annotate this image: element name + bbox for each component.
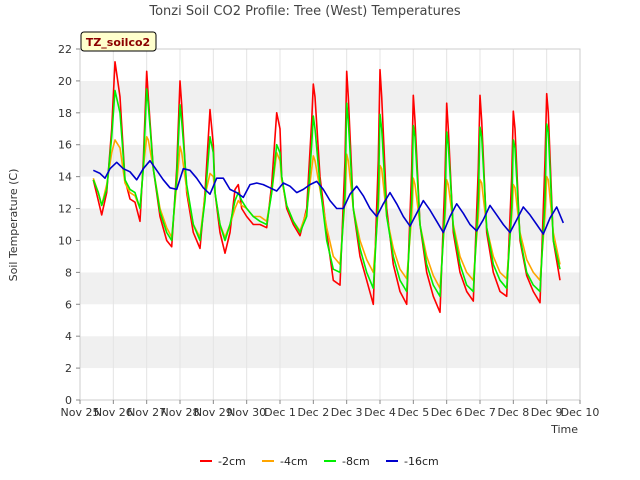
plot-band bbox=[80, 272, 580, 305]
x-tick-label: Dec 8 bbox=[497, 406, 529, 419]
x-tick-label: Dec 5 bbox=[397, 406, 429, 419]
legend: -2cm -4cm -8cm -16cm bbox=[200, 455, 439, 468]
x-axis-label: Time bbox=[550, 423, 578, 436]
legend-label: -2cm bbox=[218, 455, 246, 468]
plot-band bbox=[80, 80, 580, 113]
y-tick-label: 0 bbox=[65, 394, 72, 407]
plot-band bbox=[80, 49, 580, 81]
chart-title: Tonzi Soil CO2 Profile: Tree (West) Temp… bbox=[148, 4, 461, 19]
legend-label: -16cm bbox=[404, 455, 439, 468]
x-tick-label: Dec 10 bbox=[561, 406, 600, 419]
series-lines bbox=[92, 60, 565, 314]
y-tick-label: 22 bbox=[58, 43, 72, 56]
plot-band bbox=[80, 144, 580, 177]
plot-band bbox=[80, 208, 580, 241]
x-tick-label: Dec 1 bbox=[264, 406, 296, 419]
y-tick-label: 10 bbox=[58, 234, 72, 247]
plot-band bbox=[80, 368, 580, 400]
x-tick-label: Nov 29 bbox=[194, 406, 233, 419]
x-tick-label: Dec 6 bbox=[431, 406, 463, 419]
plot-band bbox=[80, 336, 580, 369]
y-axis-label: Soil Temperature (C) bbox=[7, 169, 20, 282]
y-axis: 0 2 4 6 8 10 12 14 16 18 20 22 bbox=[58, 43, 80, 407]
plot-band bbox=[80, 112, 580, 145]
y-tick-label: 8 bbox=[65, 266, 72, 279]
y-tick-label: 12 bbox=[58, 203, 72, 216]
y-tick-label: 18 bbox=[58, 107, 72, 120]
x-tick-label: Dec 3 bbox=[331, 406, 363, 419]
legend-label: -4cm bbox=[280, 455, 308, 468]
plot-band bbox=[80, 176, 580, 209]
y-tick-label: 16 bbox=[58, 139, 72, 152]
plot-bands bbox=[80, 49, 580, 400]
legend-label: -8cm bbox=[342, 455, 370, 468]
series-line-16cm bbox=[92, 159, 565, 235]
x-tick-label: Dec 9 bbox=[531, 406, 563, 419]
x-tick-label: Dec 7 bbox=[464, 406, 496, 419]
y-tick-label: 14 bbox=[58, 171, 72, 184]
y-tick-label: 6 bbox=[65, 298, 72, 311]
logger-label: TZ_soilco2 bbox=[86, 36, 150, 49]
plot-band bbox=[80, 304, 580, 337]
y-tick-label: 20 bbox=[58, 75, 72, 88]
y-tick-label: 2 bbox=[65, 362, 72, 375]
x-tick-label: Nov 27 bbox=[127, 406, 166, 419]
x-tick-label: Nov 30 bbox=[227, 406, 266, 419]
logger-label-box: TZ_soilco2 bbox=[80, 31, 157, 52]
x-tick-label: Dec 4 bbox=[364, 406, 396, 419]
plot-border bbox=[79, 48, 581, 401]
x-tick-label: Dec 2 bbox=[297, 406, 329, 419]
y-tick-label: 4 bbox=[65, 330, 72, 343]
x-tick-label: Nov 28 bbox=[161, 406, 200, 419]
x-tick-label: Nov 26 bbox=[94, 406, 133, 419]
series-line-8cm bbox=[92, 88, 561, 298]
x-tick-label: Nov 25 bbox=[61, 406, 100, 419]
